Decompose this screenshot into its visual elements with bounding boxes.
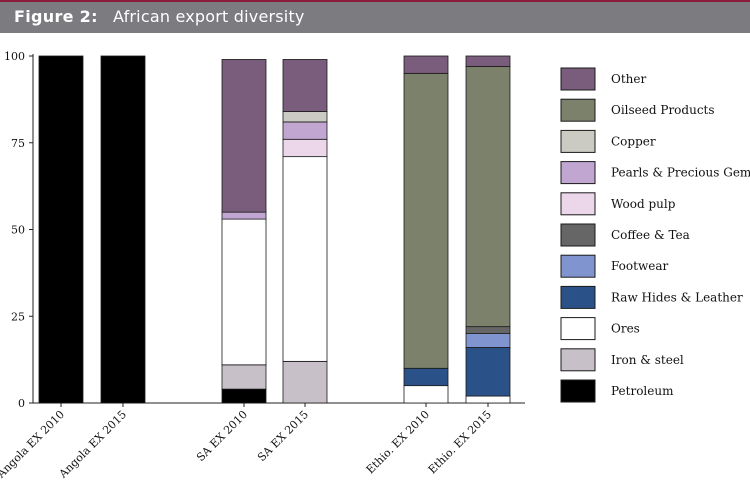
- legend-label-other: Other: [611, 72, 646, 86]
- bar-segment-petroleum: [221, 388, 267, 404]
- x-tick-label: SA EX 2015: [255, 408, 311, 464]
- bar-segment-petroleum: [100, 55, 146, 404]
- bar-segment-coffee-tea: [465, 326, 511, 335]
- bar-segment-iron-steel: [282, 360, 328, 404]
- bar-segment-ores: [403, 385, 449, 404]
- x-tick-label: Angola EX 2015: [56, 408, 129, 481]
- bar-segment-raw-hides-leather: [465, 347, 511, 397]
- bar-segment-ores: [282, 156, 328, 362]
- legend-swatch-iron-steel: [560, 348, 596, 372]
- figure-title: African export diversity: [113, 7, 305, 26]
- chart-bars: [38, 55, 511, 404]
- x-tick-label: SA EX 2010: [194, 408, 250, 464]
- legend-swatch-oilseed-products: [560, 98, 596, 122]
- legend-label-wood-pulp: Wood pulp: [611, 197, 676, 211]
- bar-segment-other: [465, 55, 511, 67]
- legend-swatch-petroleum: [560, 379, 596, 403]
- bar-segment-ores: [221, 218, 267, 366]
- legend-label-petroleum: Petroleum: [611, 384, 674, 398]
- legend-label-ores: Ores: [611, 322, 640, 336]
- x-tick-label: Ethio. EX 2010: [364, 408, 432, 476]
- figure-header: Figure 2: African export diversity: [0, 2, 750, 33]
- bar-segment-other: [403, 55, 449, 74]
- legend-swatch-copper: [560, 129, 596, 153]
- legend-swatch-other: [560, 67, 596, 91]
- bar-segment-ores: [465, 395, 511, 404]
- legend-label-footwear: Footwear: [611, 259, 668, 273]
- legend-label-iron-steel: Iron & steel: [611, 353, 684, 367]
- legend-swatch-ores: [560, 317, 596, 341]
- bar-segment-other: [221, 59, 267, 213]
- y-tick-label: 75: [11, 137, 25, 150]
- y-tick-label: 50: [11, 224, 25, 237]
- bar-segment-petroleum: [38, 55, 84, 404]
- legend-swatch-coffee-tea: [560, 223, 596, 247]
- bar-segment-pearls-precious-gems: [221, 211, 267, 220]
- bar-segment-pearls-precious-gems: [282, 121, 328, 140]
- legend-swatch-pearls-precious-gems: [560, 161, 596, 185]
- bar-segment-iron-steel: [221, 364, 267, 390]
- legend-label-raw-hides-leather: Raw Hides & Leather: [611, 290, 743, 304]
- bar-segment-copper: [282, 111, 328, 123]
- bar-segment-oilseed-products: [403, 72, 449, 369]
- x-tick-label: Ethio. EX 2015: [426, 408, 494, 476]
- legend-swatch-raw-hides-leather: [560, 285, 596, 309]
- bar-segment-other: [282, 59, 328, 112]
- y-tick-label: 25: [11, 310, 25, 323]
- header-accent-line: [0, 0, 750, 2]
- figure-label: Figure 2:: [14, 7, 98, 26]
- y-tick-label: 0: [18, 397, 25, 410]
- bar-segment-raw-hides-leather: [403, 367, 449, 387]
- y-tick-label: 100: [4, 50, 25, 63]
- chart-legend: Other Oilseed Products Copper Pearls & Prec…: [560, 67, 750, 403]
- legend-label-copper: Copper: [611, 134, 656, 148]
- legend-swatch-footwear: [560, 254, 596, 278]
- bar-segment-wood-pulp: [282, 138, 328, 158]
- bar-segment-footwear: [465, 333, 511, 348]
- legend-label-oilseed-products: Oilseed Products: [611, 103, 715, 117]
- bar-segment-oilseed-products: [465, 66, 511, 328]
- legend-swatch-wood-pulp: [560, 192, 596, 216]
- legend-label-pearls-precious-gems: Pearls & Precious Gems: [611, 166, 750, 180]
- legend-label-coffee-tea: Coffee & Tea: [611, 228, 690, 242]
